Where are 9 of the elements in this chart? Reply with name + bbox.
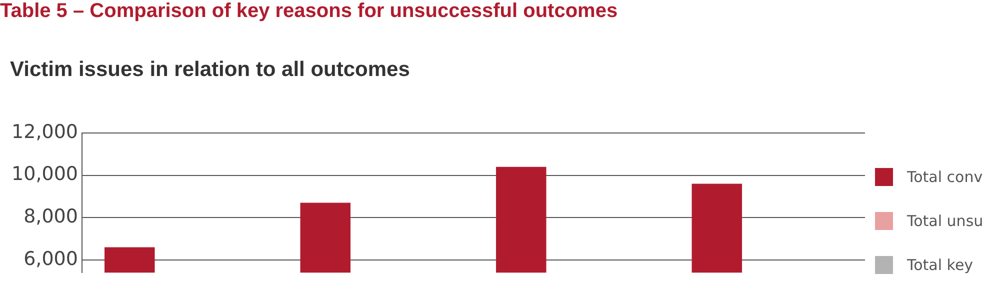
y-tick-label: 12,000 xyxy=(12,120,78,143)
chart-title: Table 5 – Comparison of key reasons for unsuccessful outcomes xyxy=(0,0,618,22)
y-tick-label: 6,000 xyxy=(24,248,78,270)
y-tick-label: 10,000 xyxy=(12,163,78,186)
legend-label: Total unsu xyxy=(907,212,984,230)
legend-label: Total key xyxy=(907,256,974,274)
chart-subtitle: Victim issues in relation to all outcomes xyxy=(10,58,410,82)
y-tick-label: 8,000 xyxy=(24,206,78,228)
legend-label: Total conv xyxy=(907,168,983,186)
